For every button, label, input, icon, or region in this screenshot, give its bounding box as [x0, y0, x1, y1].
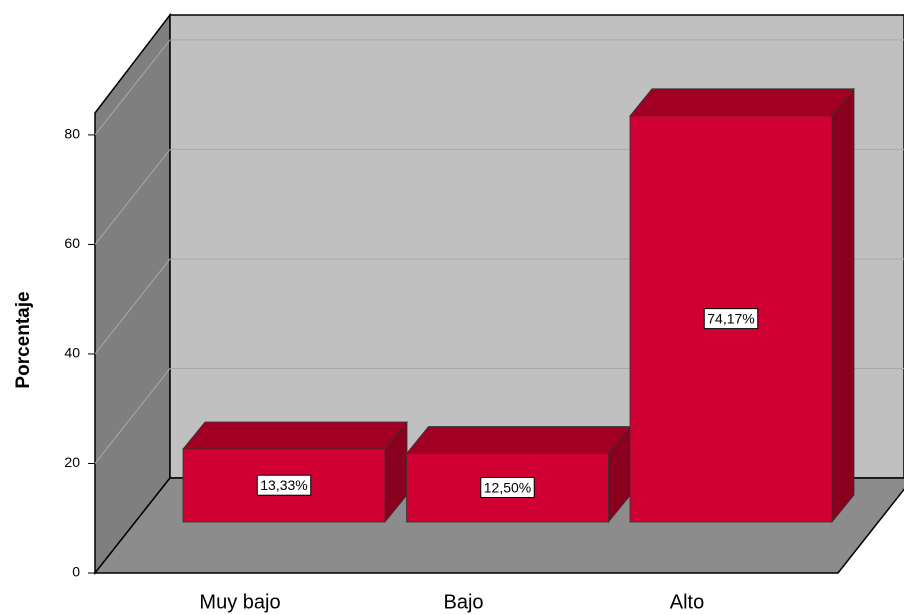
value-label-box	[703, 308, 759, 330]
grid-line	[94, 149, 171, 245]
value-label: 74,17%	[707, 311, 754, 327]
bar-side	[831, 87, 855, 524]
x-tick-label: Alto	[670, 591, 704, 613]
x-tick-label: Muy bajo	[199, 591, 280, 613]
y-axis-label: Porcentaje	[13, 291, 34, 388]
y-tick-label: 40	[64, 345, 80, 361]
y-tick-label: 80	[64, 126, 80, 142]
left-wall	[94, 12, 171, 576]
value-label-box	[256, 474, 312, 496]
x-tick-label: Bajo	[443, 591, 483, 613]
bar-top	[405, 426, 632, 454]
value-label-box	[480, 476, 535, 498]
grid-line	[94, 368, 171, 464]
value-label: 12,50%	[484, 479, 531, 495]
bar-top	[182, 421, 408, 450]
y-tick-label: 0	[72, 564, 80, 580]
y-tick-label: 20	[64, 454, 80, 470]
bar-top	[629, 88, 855, 117]
grid-line	[94, 258, 171, 355]
value-label: 13,33%	[260, 477, 307, 493]
y-tick-label: 60	[64, 235, 80, 251]
grid-line	[94, 39, 171, 136]
